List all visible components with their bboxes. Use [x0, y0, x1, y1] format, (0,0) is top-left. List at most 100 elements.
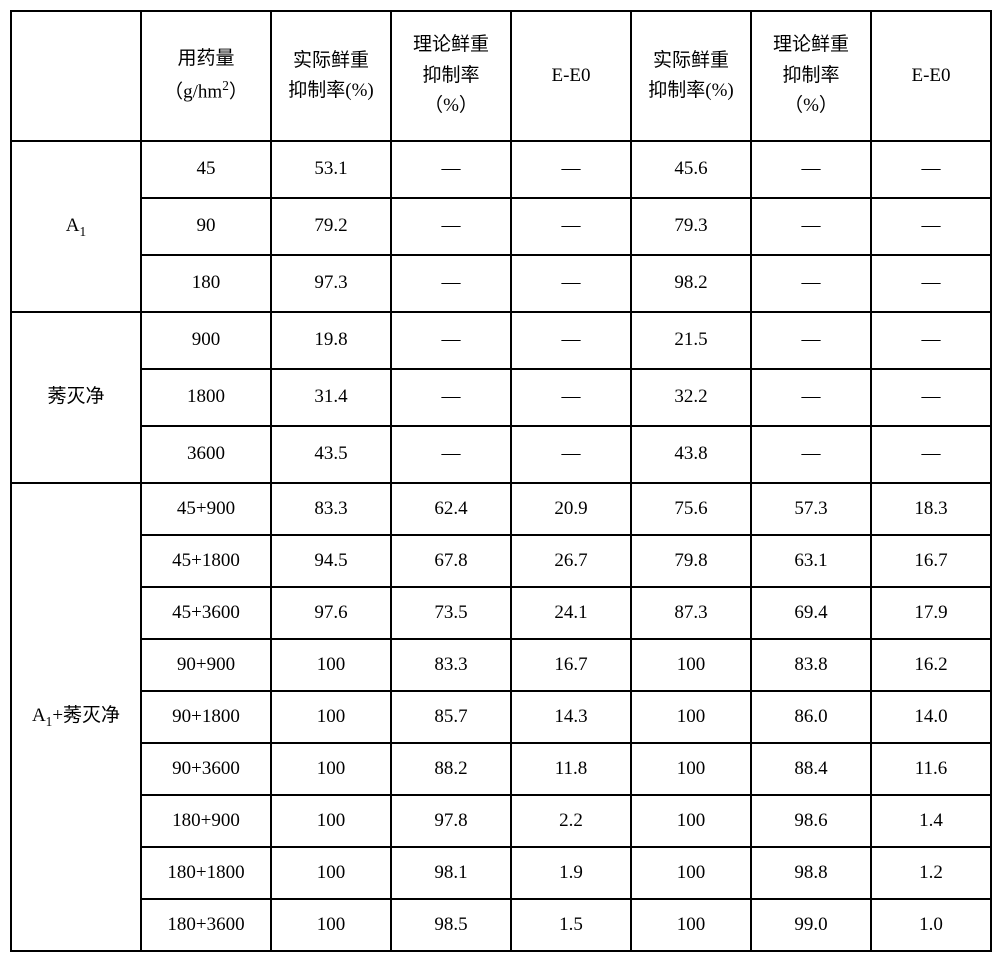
table-row: 9079.2——79.3——: [11, 198, 991, 255]
table-row: 180+360010098.51.510099.01.0: [11, 899, 991, 951]
ee0-2-cell: 11.6: [871, 743, 991, 795]
theory-2-cell: 98.8: [751, 847, 871, 899]
actual-2-cell: 98.2: [631, 255, 751, 312]
ee0-2-cell: 14.0: [871, 691, 991, 743]
table-row: 180031.4——32.2——: [11, 369, 991, 426]
theory-1-cell: 98.1: [391, 847, 511, 899]
ee0-1-cell: —: [511, 426, 631, 483]
theory-2-cell: —: [751, 369, 871, 426]
header-theory-2: 理论鲜重 抑制率 （%）: [751, 11, 871, 141]
ee0-1-cell: 14.3: [511, 691, 631, 743]
table-row: A1+莠灭净45+90083.362.420.975.657.318.3: [11, 483, 991, 535]
actual-1-cell: 100: [271, 795, 391, 847]
theory-1-cell: 67.8: [391, 535, 511, 587]
theory-1-cell: —: [391, 255, 511, 312]
table-row: 360043.5——43.8——: [11, 426, 991, 483]
theory-2-cell: —: [751, 141, 871, 198]
actual-1-cell: 31.4: [271, 369, 391, 426]
theory-1-cell: 88.2: [391, 743, 511, 795]
actual-1-cell: 83.3: [271, 483, 391, 535]
ee0-1-cell: 20.9: [511, 483, 631, 535]
group-label: A1: [11, 141, 141, 312]
ee0-1-cell: 1.9: [511, 847, 631, 899]
ee0-2-cell: 1.0: [871, 899, 991, 951]
header-dose: 用药量 （g/hm2）: [141, 11, 271, 141]
theory-1-cell: 97.8: [391, 795, 511, 847]
ee0-2-cell: —: [871, 369, 991, 426]
ee0-2-cell: 18.3: [871, 483, 991, 535]
theory-1-cell: 85.7: [391, 691, 511, 743]
table-row: A14553.1——45.6——: [11, 141, 991, 198]
dose-cell: 45+900: [141, 483, 271, 535]
actual-2-cell: 87.3: [631, 587, 751, 639]
ee0-1-cell: —: [511, 255, 631, 312]
table-row: 18097.3——98.2——: [11, 255, 991, 312]
dose-cell: 180+900: [141, 795, 271, 847]
dose-cell: 180: [141, 255, 271, 312]
ee0-2-cell: 1.4: [871, 795, 991, 847]
theory-2-cell: 98.6: [751, 795, 871, 847]
dose-cell: 90+3600: [141, 743, 271, 795]
table-row: 180+180010098.11.910098.81.2: [11, 847, 991, 899]
actual-2-cell: 75.6: [631, 483, 751, 535]
theory-2-cell: 69.4: [751, 587, 871, 639]
ee0-2-cell: 16.2: [871, 639, 991, 691]
table-row: 45+360097.673.524.187.369.417.9: [11, 587, 991, 639]
dose-cell: 45: [141, 141, 271, 198]
actual-1-cell: 79.2: [271, 198, 391, 255]
dose-cell: 1800: [141, 369, 271, 426]
ee0-2-cell: —: [871, 426, 991, 483]
dose-cell: 90+1800: [141, 691, 271, 743]
ee0-1-cell: 24.1: [511, 587, 631, 639]
actual-2-cell: 43.8: [631, 426, 751, 483]
table-row: 莠灭净90019.8——21.5——: [11, 312, 991, 369]
ee0-1-cell: 26.7: [511, 535, 631, 587]
theory-1-cell: —: [391, 312, 511, 369]
ee0-1-cell: 2.2: [511, 795, 631, 847]
header-actual-2: 实际鲜重 抑制率(%): [631, 11, 751, 141]
ee0-1-cell: 11.8: [511, 743, 631, 795]
dose-cell: 45+1800: [141, 535, 271, 587]
actual-2-cell: 79.8: [631, 535, 751, 587]
actual-1-cell: 100: [271, 743, 391, 795]
theory-2-cell: 63.1: [751, 535, 871, 587]
actual-1-cell: 100: [271, 899, 391, 951]
theory-1-cell: —: [391, 426, 511, 483]
theory-1-cell: —: [391, 198, 511, 255]
header-theory-1: 理论鲜重 抑制率 （%）: [391, 11, 511, 141]
theory-1-cell: —: [391, 141, 511, 198]
table-row: 90+180010085.714.310086.014.0: [11, 691, 991, 743]
group-label: 莠灭净: [11, 312, 141, 483]
actual-1-cell: 53.1: [271, 141, 391, 198]
actual-1-cell: 100: [271, 691, 391, 743]
actual-2-cell: 100: [631, 795, 751, 847]
actual-2-cell: 21.5: [631, 312, 751, 369]
ee0-2-cell: 16.7: [871, 535, 991, 587]
ee0-2-cell: —: [871, 312, 991, 369]
dose-cell: 90: [141, 198, 271, 255]
header-actual-1: 实际鲜重 抑制率(%): [271, 11, 391, 141]
theory-2-cell: —: [751, 255, 871, 312]
theory-2-cell: —: [751, 312, 871, 369]
data-table: 用药量 （g/hm2） 实际鲜重 抑制率(%) 理论鲜重 抑制率 （%） E-E…: [10, 10, 992, 952]
dose-cell: 900: [141, 312, 271, 369]
actual-1-cell: 100: [271, 639, 391, 691]
table-row: 90+360010088.211.810088.411.6: [11, 743, 991, 795]
actual-2-cell: 100: [631, 743, 751, 795]
actual-2-cell: 100: [631, 639, 751, 691]
group-label: A1+莠灭净: [11, 483, 141, 951]
table-row: 180+90010097.82.210098.61.4: [11, 795, 991, 847]
theory-1-cell: 83.3: [391, 639, 511, 691]
header-row: 用药量 （g/hm2） 实际鲜重 抑制率(%) 理论鲜重 抑制率 （%） E-E…: [11, 11, 991, 141]
actual-2-cell: 100: [631, 899, 751, 951]
actual-2-cell: 79.3: [631, 198, 751, 255]
theory-1-cell: 73.5: [391, 587, 511, 639]
dose-cell: 3600: [141, 426, 271, 483]
ee0-2-cell: 1.2: [871, 847, 991, 899]
actual-2-cell: 32.2: [631, 369, 751, 426]
actual-2-cell: 100: [631, 691, 751, 743]
theory-2-cell: 57.3: [751, 483, 871, 535]
table-row: 45+180094.567.826.779.863.116.7: [11, 535, 991, 587]
theory-2-cell: 86.0: [751, 691, 871, 743]
actual-2-cell: 45.6: [631, 141, 751, 198]
